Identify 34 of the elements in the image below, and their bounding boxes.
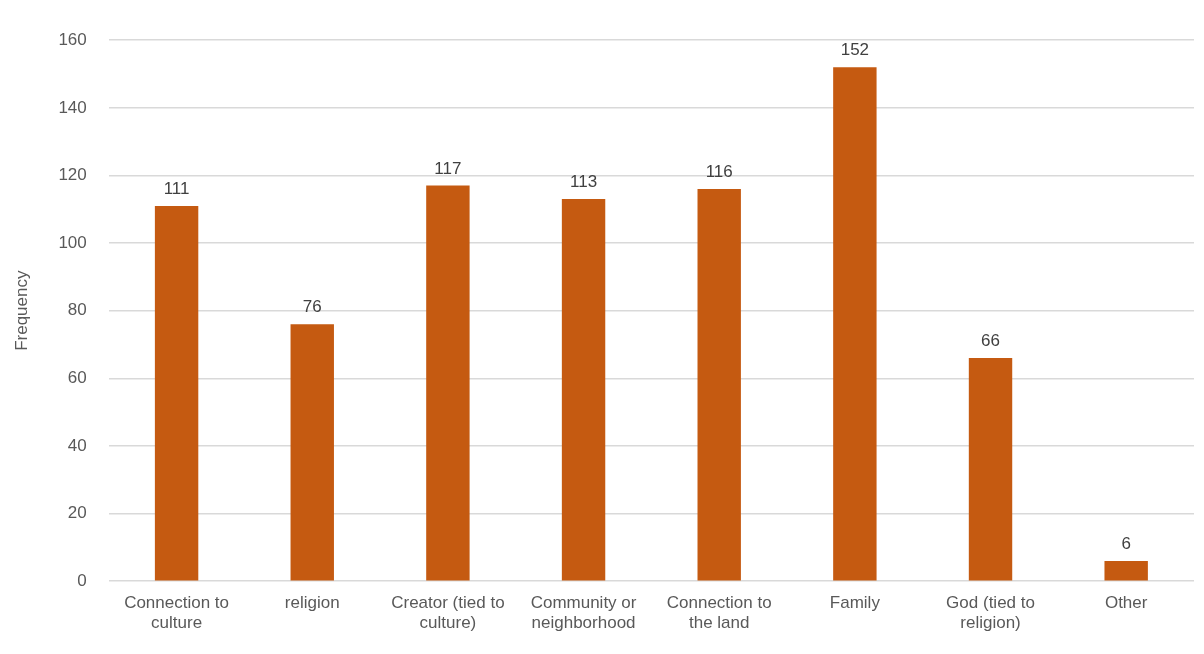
y-tick-label: 80	[67, 300, 87, 320]
y-axis-title: Frequency	[11, 270, 31, 351]
x-tick-label: Connection to the land	[666, 593, 772, 633]
data-label: 111	[163, 179, 190, 199]
bar	[561, 199, 606, 581]
data-label: 76	[302, 297, 322, 317]
data-label: 113	[570, 172, 598, 192]
bar	[290, 324, 334, 581]
y-tick-label: 60	[67, 368, 87, 388]
bar	[154, 205, 199, 581]
y-tick-label: 160	[58, 29, 87, 49]
data-label: 66	[981, 331, 1000, 351]
x-tick-label: Family	[829, 593, 881, 613]
bar	[1104, 560, 1148, 581]
y-tick-label: 0	[77, 570, 87, 590]
data-label: 6	[1121, 534, 1131, 554]
x-tick-label: God (tied to religion)	[946, 593, 1035, 633]
data-label: 116	[705, 162, 733, 182]
bar	[968, 358, 1013, 581]
x-tick-label: Connection to culture	[124, 593, 230, 633]
y-tick-label: 140	[58, 97, 87, 117]
bar	[697, 188, 741, 581]
y-tick-label: 40	[67, 435, 87, 455]
y-tick-label: 120	[58, 165, 87, 185]
data-label: 152	[840, 40, 870, 60]
y-tick-label: 20	[67, 503, 87, 523]
bar	[833, 67, 877, 581]
x-tick-label: Other	[1104, 593, 1148, 613]
x-tick-label: Creator (tied to culture)	[391, 593, 505, 633]
y-tick-label: 100	[58, 232, 87, 252]
data-label: 117	[434, 158, 462, 178]
x-tick-label: Community or neighborhood	[530, 593, 637, 633]
x-tick-label: religion	[284, 593, 340, 613]
bar	[426, 185, 470, 581]
